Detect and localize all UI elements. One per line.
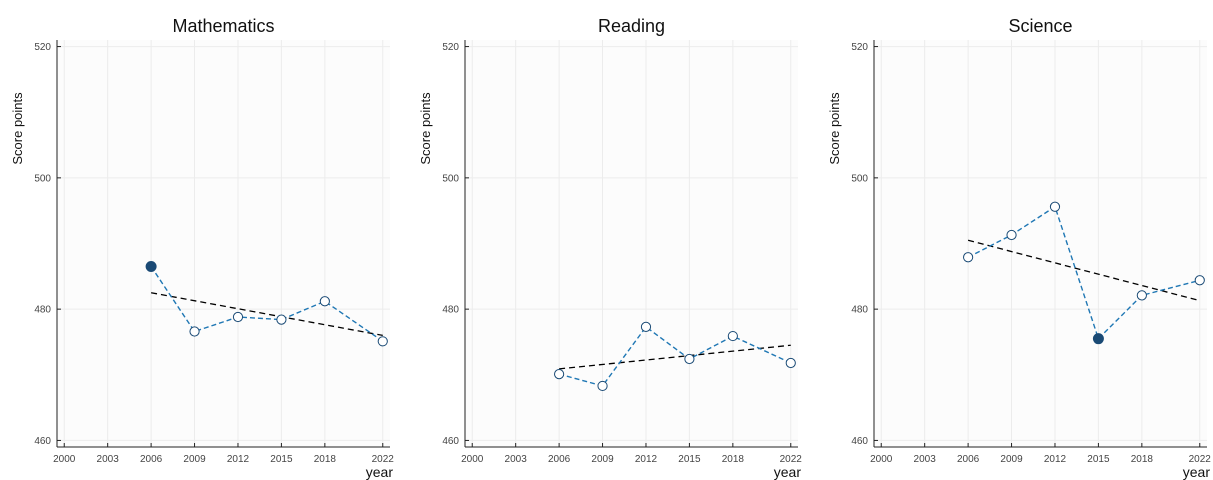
x-tick-label: 2018: [722, 454, 745, 465]
x-tick-label: 2022: [1189, 454, 1212, 465]
x-tick-label: 2009: [1000, 454, 1023, 465]
y-tick-label: 460: [442, 436, 459, 447]
data-point: [319, 296, 330, 307]
series-line: [558, 325, 792, 387]
y-tick-label: 480: [34, 305, 51, 316]
y-tick-label: 520: [34, 42, 51, 53]
y-tick-label: 460: [851, 436, 868, 447]
x-axis-label: year: [1183, 464, 1211, 480]
x-tick-label: 2012: [635, 454, 658, 465]
plot-area: [874, 40, 1207, 447]
y-tick-label: 480: [851, 305, 868, 316]
x-tick-label: 2000: [461, 454, 484, 465]
data-point: [276, 314, 287, 325]
y-tick-label: 500: [442, 173, 459, 184]
y-axis-label: Score points: [10, 92, 25, 165]
y-tick-label: 500: [34, 173, 51, 184]
panel-mathematics: 2000 2003 2006 2009 2012 2015 2018 2022 460 480 50…: [10, 16, 394, 480]
data-point: [377, 336, 388, 347]
data-point: [1136, 290, 1147, 301]
y-tick-label: 500: [851, 173, 868, 184]
panel-title: Reading: [598, 16, 665, 36]
x-tick-label: 2018: [314, 454, 337, 465]
data-point: [785, 357, 796, 369]
plot-area: [57, 40, 390, 447]
data-point-highlighted: [1092, 333, 1104, 345]
y-tick-label: 520: [442, 42, 459, 53]
panel-title: Mathematics: [172, 16, 274, 36]
data-point: [1006, 229, 1017, 241]
x-tick-label: 2022: [372, 454, 395, 465]
plot-area: [465, 40, 798, 447]
x-tick-label: 2009: [591, 454, 614, 465]
data-point: [963, 252, 974, 263]
series-line: [967, 205, 1200, 340]
x-tick-label: 2000: [53, 454, 76, 465]
y-tick-label: 460: [34, 436, 51, 447]
y-axis-label: Score points: [827, 92, 842, 165]
panel-science: 2000 2003 2006 2009 2012 2015 2018 2022 460 480 50…: [827, 16, 1211, 480]
x-tick-label: 2015: [270, 454, 293, 465]
y-axis-label: Score points: [418, 92, 433, 165]
data-point: [1049, 201, 1061, 212]
panel-title: Science: [1008, 16, 1072, 36]
y-tick-label: 520: [851, 42, 868, 53]
x-tick-label: 2015: [1087, 454, 1110, 465]
data-point: [1194, 275, 1205, 286]
x-tick-label: 2003: [914, 454, 937, 465]
x-tick-label: 2018: [1131, 454, 1154, 465]
x-axis-label: year: [366, 464, 394, 480]
data-point: [727, 330, 738, 342]
trend-line: [559, 344, 791, 370]
y-tick-label: 480: [442, 305, 459, 316]
data-point: [684, 353, 695, 365]
x-tick-label: 2000: [870, 454, 893, 465]
x-tick-label: 2022: [780, 454, 803, 465]
x-tick-label: 2012: [1044, 454, 1067, 465]
x-axis-label: year: [774, 464, 802, 480]
data-point-highlighted: [145, 260, 157, 272]
data-point: [189, 326, 200, 337]
data-point: [554, 369, 565, 380]
x-tick-label: 2003: [97, 454, 120, 465]
series-line: [150, 266, 384, 342]
data-point: [232, 311, 244, 323]
x-tick-label: 2012: [227, 454, 250, 465]
x-tick-label: 2015: [678, 454, 701, 465]
x-tick-label: 2006: [957, 454, 980, 465]
data-point: [597, 380, 608, 392]
panel-reading: 2000 2003 2006 2009 2012 2015 2018 2022 460 480 50…: [418, 16, 802, 480]
x-tick-label: 2003: [505, 454, 528, 465]
x-tick-label: 2006: [140, 454, 163, 465]
x-tick-label: 2009: [183, 454, 206, 465]
x-tick-label: 2006: [548, 454, 571, 465]
data-point: [640, 321, 652, 332]
